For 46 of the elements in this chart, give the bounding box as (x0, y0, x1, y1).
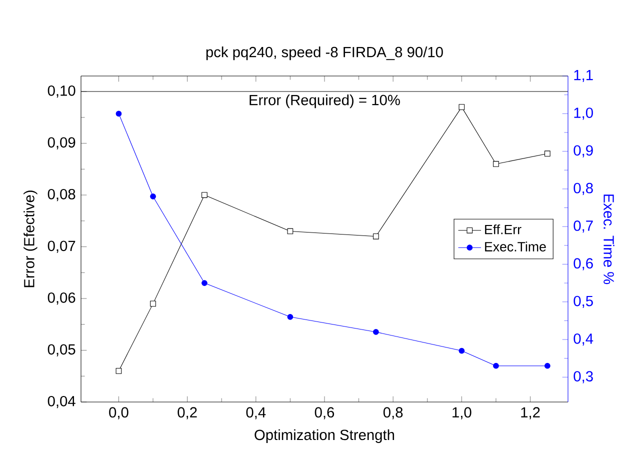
y2-tick-label: 0,9 (574, 145, 593, 158)
point (287, 228, 294, 234)
legend-label: Exec.Time (485, 242, 546, 252)
point (150, 300, 156, 307)
chart-title: pck pq240, speed -8 FIRDA_8 90/10 (206, 46, 443, 60)
y-tick-label: 0,06 (48, 292, 76, 305)
y-tick-label: 0,07 (48, 240, 76, 253)
point (544, 362, 550, 369)
x-tick-label: 1,0 (452, 407, 472, 420)
legend-label: Eff.Err (485, 224, 522, 234)
y2-tick-label: 1,0 (574, 108, 593, 120)
y2-axis-title: Exec. Time % (604, 194, 614, 284)
point (458, 348, 465, 354)
y2-tick-label: 0,8 (574, 182, 593, 195)
x-tick-label: 0,0 (109, 407, 128, 420)
x-axis-title: Optimization Strength (254, 429, 394, 443)
point (202, 192, 208, 198)
y-tick-label: 0,09 (48, 137, 76, 150)
y2-tick-label: 0,6 (574, 258, 593, 270)
y-tick-label: 0,05 (48, 344, 76, 356)
y2-tick-label: 0,7 (574, 220, 593, 233)
point (202, 280, 208, 286)
point (373, 233, 379, 240)
x-tick-label: 1,2 (521, 407, 540, 420)
x-tick-label: 0,2 (178, 407, 197, 420)
x-tick-label: 0,6 (314, 407, 334, 420)
point (458, 104, 465, 110)
y2-tick-label: 0,5 (574, 296, 593, 308)
y-axis-title: Error (Efective) (24, 190, 38, 288)
y-tick-label: 0,04 (48, 396, 76, 408)
y-tick-label: 0,10 (48, 85, 76, 98)
x-tick-label: 0,8 (383, 407, 403, 420)
point (150, 194, 156, 200)
point (493, 362, 499, 369)
point (493, 161, 499, 167)
y2-tick-label: 0,3 (574, 371, 593, 384)
y2-tick-label: 1,1 (574, 70, 593, 82)
point (116, 368, 122, 374)
point (116, 110, 122, 117)
x-tick-label: 0,4 (246, 407, 266, 420)
ref-line-label: Error (Required) = 10% (250, 94, 400, 108)
y2-tick-label: 0,4 (574, 333, 594, 346)
point (287, 314, 294, 320)
point (373, 329, 379, 335)
point (544, 150, 550, 157)
y-tick-label: 0,08 (48, 188, 76, 202)
